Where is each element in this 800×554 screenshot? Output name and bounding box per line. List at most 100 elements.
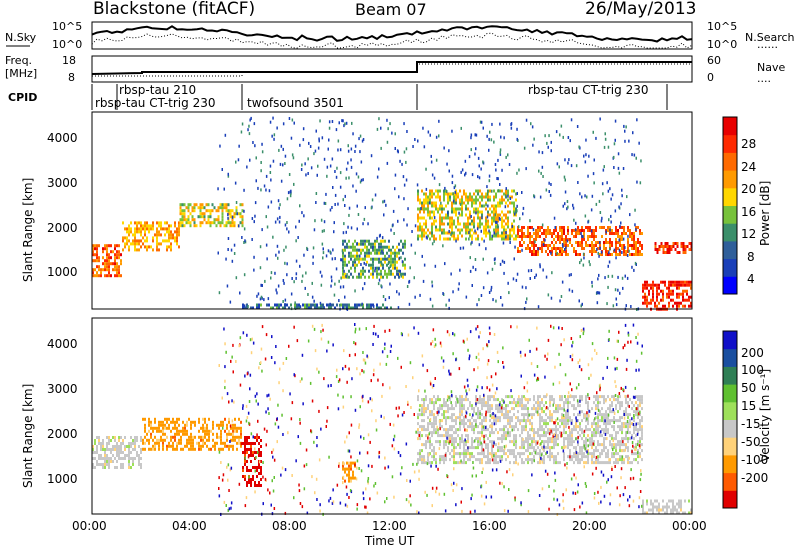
heatmap-cell — [674, 301, 676, 305]
heatmap-cell — [555, 428, 557, 432]
heatmap-cell — [503, 228, 505, 232]
heatmap-cell — [238, 224, 240, 228]
heatmap-cell — [565, 235, 567, 238]
heatmap-cell — [354, 245, 356, 249]
heatmap-cell — [372, 260, 374, 264]
heatmap-cell — [564, 202, 566, 206]
heatmap-cell — [547, 229, 549, 232]
heatmap-cell — [583, 235, 585, 238]
heatmap-cell — [160, 242, 162, 246]
heatmap-cell — [246, 484, 248, 487]
heatmap-cell — [635, 428, 637, 432]
heatmap-cell — [455, 404, 457, 408]
heatmap-cell — [491, 267, 494, 271]
heatmap-cell — [668, 251, 671, 254]
heatmap-cell — [477, 413, 479, 417]
heatmap-cell — [634, 223, 636, 227]
heatmap-cell — [469, 510, 472, 514]
heatmap-cell — [322, 306, 324, 310]
heatmap-cell — [414, 295, 416, 299]
heatmap-cell — [378, 251, 380, 255]
heatmap-cell — [390, 272, 392, 276]
heatmap-cell — [244, 478, 246, 481]
heatmap-cell — [421, 425, 423, 429]
heatmap-cell — [442, 292, 444, 295]
cpid-mode-4: rbsp-tau CT-trig 230 — [528, 83, 648, 97]
heatmap-cell — [637, 253, 639, 256]
heatmap-cell — [552, 326, 555, 330]
heatmap-cell — [539, 407, 541, 411]
heatmap-cell — [116, 262, 118, 266]
heatmap-cell — [425, 198, 427, 202]
heatmap-cell — [429, 297, 432, 301]
heatmap-cell — [431, 242, 434, 246]
heatmap-cell — [605, 455, 607, 459]
heatmap-cell — [589, 226, 591, 229]
heatmap-cell — [186, 429, 188, 433]
heatmap-cell — [497, 449, 499, 453]
heatmap-cell — [233, 215, 236, 219]
heatmap-cell — [629, 213, 631, 217]
heatmap-cell — [347, 149, 350, 153]
heatmap-cell — [423, 398, 425, 402]
heatmap-cell — [571, 431, 573, 435]
heatmap-cell — [453, 234, 455, 238]
heatmap-cell — [471, 219, 473, 223]
heatmap-cell — [587, 401, 589, 405]
heatmap-cell — [505, 155, 507, 159]
heatmap-cell — [162, 239, 164, 243]
heatmap-cell — [485, 195, 487, 199]
heatmap-cell — [425, 207, 427, 211]
heatmap-cell — [408, 302, 411, 306]
heatmap-cell — [192, 447, 194, 451]
heatmap-cell — [569, 455, 571, 459]
heatmap-cell — [433, 455, 435, 459]
heatmap-cell — [223, 187, 225, 191]
heatmap-cell — [303, 253, 305, 257]
heatmap-cell — [615, 449, 617, 453]
heatmap-cell — [445, 192, 447, 196]
heatmap-cell — [513, 237, 515, 241]
heatmap-cell — [569, 394, 572, 398]
heatmap-cell — [581, 455, 583, 459]
heatmap-cell — [486, 271, 489, 275]
heatmap-cell — [302, 127, 305, 131]
heatmap-cell — [215, 209, 218, 213]
heatmap-cell — [599, 117, 601, 121]
heatmap-cell — [596, 301, 599, 305]
heatmap-cell — [480, 167, 482, 171]
heatmap-cell — [493, 234, 495, 238]
heatmap-cell — [227, 174, 230, 178]
heatmap-cell — [110, 250, 112, 254]
heatmap-cell — [394, 260, 396, 264]
heatmap-cell — [439, 398, 441, 402]
heatmap-cell — [563, 229, 565, 232]
heatmap-cell — [346, 467, 348, 471]
heatmap-cell — [589, 437, 591, 441]
heatmap-cell — [388, 248, 390, 252]
heatmap-cell — [517, 250, 519, 253]
heatmap-cell — [545, 431, 547, 435]
heatmap-cell — [421, 228, 423, 232]
heatmap-cell — [639, 229, 641, 232]
heatmap-cell — [501, 410, 503, 414]
heatmap-cell — [478, 176, 481, 180]
heatmap-cell — [332, 303, 334, 307]
heatmap-cell — [136, 224, 138, 228]
heatmap-cell — [130, 436, 132, 439]
heatmap-cell — [112, 436, 114, 439]
heatmap-cell — [314, 219, 316, 223]
heatmap-cell — [215, 224, 218, 228]
heatmap-cell — [642, 283, 644, 287]
heatmap-cell — [427, 207, 429, 211]
heatmap-cell — [523, 416, 525, 420]
heatmap-cell — [615, 250, 617, 253]
heatmap-cell — [106, 268, 108, 272]
heatmap-cell — [662, 248, 665, 251]
heatmap-cell — [474, 152, 476, 156]
heatmap-cell — [593, 461, 595, 465]
heatmap-cell — [166, 245, 168, 249]
heatmap-cell — [428, 201, 431, 205]
heatmap-cell — [140, 221, 142, 225]
heatmap-cell — [521, 404, 523, 408]
